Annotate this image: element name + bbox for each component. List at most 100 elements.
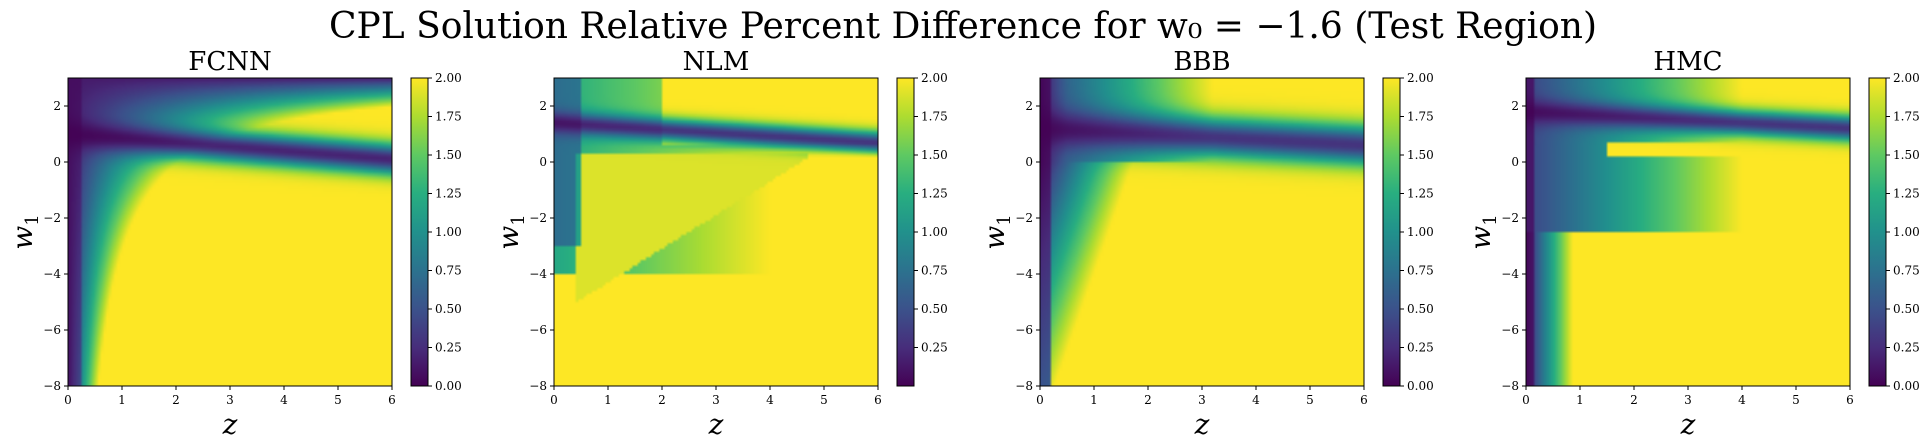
y-tick-label: −4 [529,267,547,281]
y-tick-label: −2 [1501,211,1519,225]
y-tick-label: −8 [1501,379,1519,393]
x-tick-label: 3 [226,393,234,407]
colorbar [410,77,429,387]
y-tick-label: −4 [43,267,61,281]
panel-title: NLM [683,47,750,77]
x-tick-label: 0 [64,393,72,407]
x-tick-label: 1 [604,393,612,407]
x-tick-label: 1 [118,393,126,407]
x-tick-label: 5 [1306,393,1314,407]
colorbar-tick-label: 1.00 [1407,225,1434,239]
y-tick-label: −8 [1015,379,1033,393]
colorbar-tick-label: 1.75 [921,110,948,124]
y-axis-label-subscript: 1 [508,214,529,225]
y-tick-label: 0 [1025,155,1033,169]
x-tick-label: 1 [1090,393,1098,407]
colorbar-tick-label: 2.00 [435,71,462,85]
colorbar-tick-label: 0.25 [1407,341,1434,355]
x-tick-label: 5 [1792,393,1800,407]
colorbar-tick-label: 0.50 [921,302,948,316]
y-tick-label: 2 [1025,99,1033,113]
colorbar-tick-label: 1.75 [435,110,462,124]
y-axis-label: w1 [6,214,43,249]
x-axis-label: z [708,408,724,441]
panel-title: BBB [1173,47,1230,77]
x-tick-label: 2 [1144,393,1152,407]
x-tick-label: 6 [1360,393,1368,407]
y-tick-label: 2 [1511,99,1519,113]
x-tick-label: 0 [1522,393,1530,407]
y-tick-label: 2 [539,99,547,113]
heatmap-bbb [1040,78,1364,386]
panel-hmc: HMC 0 1 2 3 4 5 6 2 0 −2 −4 −6 −8 z w1 2.00 1.75 1.50 1.25 1… [1464,47,1920,441]
colorbar-tick-label: 1.25 [435,187,462,201]
x-tick-label: 0 [1036,393,1044,407]
colorbar-tick-label: 0.00 [1893,379,1920,393]
colorbar-tick-label: 1.75 [1893,110,1920,124]
x-tick-label: 6 [874,393,882,407]
y-tick-label: −6 [43,323,61,337]
panel-title: FCNN [188,47,271,77]
y-axis-label-subscript: 1 [1480,214,1501,225]
colorbar [1382,77,1401,387]
x-axis-label: z [1680,408,1696,441]
colorbar-tick-label: 1.25 [921,187,948,201]
colorbar-tick-label: 0.50 [1893,302,1920,316]
colorbar-tick-label: 0.50 [435,302,462,316]
y-tick-label: 0 [1511,155,1519,169]
y-tick-label: 0 [53,155,61,169]
heatmap-fcnn [68,78,392,386]
colorbar-tick-label: 1.50 [1893,148,1920,162]
colorbar-tick-label: 1.25 [1893,187,1920,201]
y-axis-label: w1 [492,214,529,249]
heatmap-nlm [554,78,878,386]
colorbar [896,77,915,387]
figure-title: CPL Solution Relative Percent Difference… [329,6,1597,47]
y-axis-label: w1 [1464,214,1501,249]
colorbar-tick-label: 0.00 [435,379,462,393]
x-tick-label: 3 [1684,393,1692,407]
y-tick-label: 0 [539,155,547,169]
y-tick-label: −2 [529,211,547,225]
x-tick-label: 2 [172,393,180,407]
y-axis-label-subscript: 1 [22,214,43,225]
colorbar-tick-label: 0.75 [1407,264,1434,278]
colorbar-tick-label: 1.00 [435,225,462,239]
colorbar-tick-label: 1.50 [435,148,462,162]
x-tick-label: 2 [658,393,666,407]
x-axis-label: z [1194,408,1210,441]
colorbar-tick-label: 0.50 [1407,302,1434,316]
x-tick-label: 4 [766,393,774,407]
panel-fcnn: FCNN 0 1 2 3 4 5 6 2 0 −2 −4 −6 −8 z w1 2.00 1.75 1.50 1.25… [6,47,462,441]
colorbar-tick-label: 0.25 [435,341,462,355]
panel-bbb: BBB 0 1 2 3 4 5 6 2 0 −2 −4 −6 −8 z w1 2.00 1.75 1.50 1.25 1… [978,47,1434,441]
colorbar-tick-label: 1.00 [1893,225,1920,239]
y-axis-label-subscript: 1 [994,214,1015,225]
x-tick-label: 2 [1630,393,1638,407]
x-tick-label: 6 [1846,393,1854,407]
colorbar-tick-label: 0.75 [435,264,462,278]
x-tick-label: 4 [280,393,288,407]
colorbar-tick-label: 0.00 [1407,379,1434,393]
y-tick-label: −6 [529,323,547,337]
y-tick-label: −2 [43,211,61,225]
colorbar-tick-label: 0.75 [921,264,948,278]
x-axis-label: z [222,408,238,441]
colorbar-tick-label: 1.00 [921,225,948,239]
heatmap-hmc [1526,78,1850,386]
x-tick-label: 0 [550,393,558,407]
colorbar-tick-label: 2.00 [1407,71,1434,85]
y-tick-label: −6 [1501,323,1519,337]
panel-nlm: NLM 0 1 2 3 4 5 6 2 0 −2 −4 −6 −8 z w1 2.00 1.75 1.50 1.25 1… [492,47,948,441]
y-tick-label: −2 [1015,211,1033,225]
colorbar-tick-label: 1.75 [1407,110,1434,124]
colorbar-tick-label: 1.25 [1407,187,1434,201]
y-tick-label: 2 [53,99,61,113]
x-tick-label: 4 [1252,393,1260,407]
colorbar-tick-label: 0.25 [1893,341,1920,355]
y-tick-label: −4 [1015,267,1033,281]
y-tick-label: −4 [1501,267,1519,281]
y-tick-label: −8 [43,379,61,393]
colorbar-tick-label: 2.00 [921,71,948,85]
x-tick-label: 5 [334,393,342,407]
